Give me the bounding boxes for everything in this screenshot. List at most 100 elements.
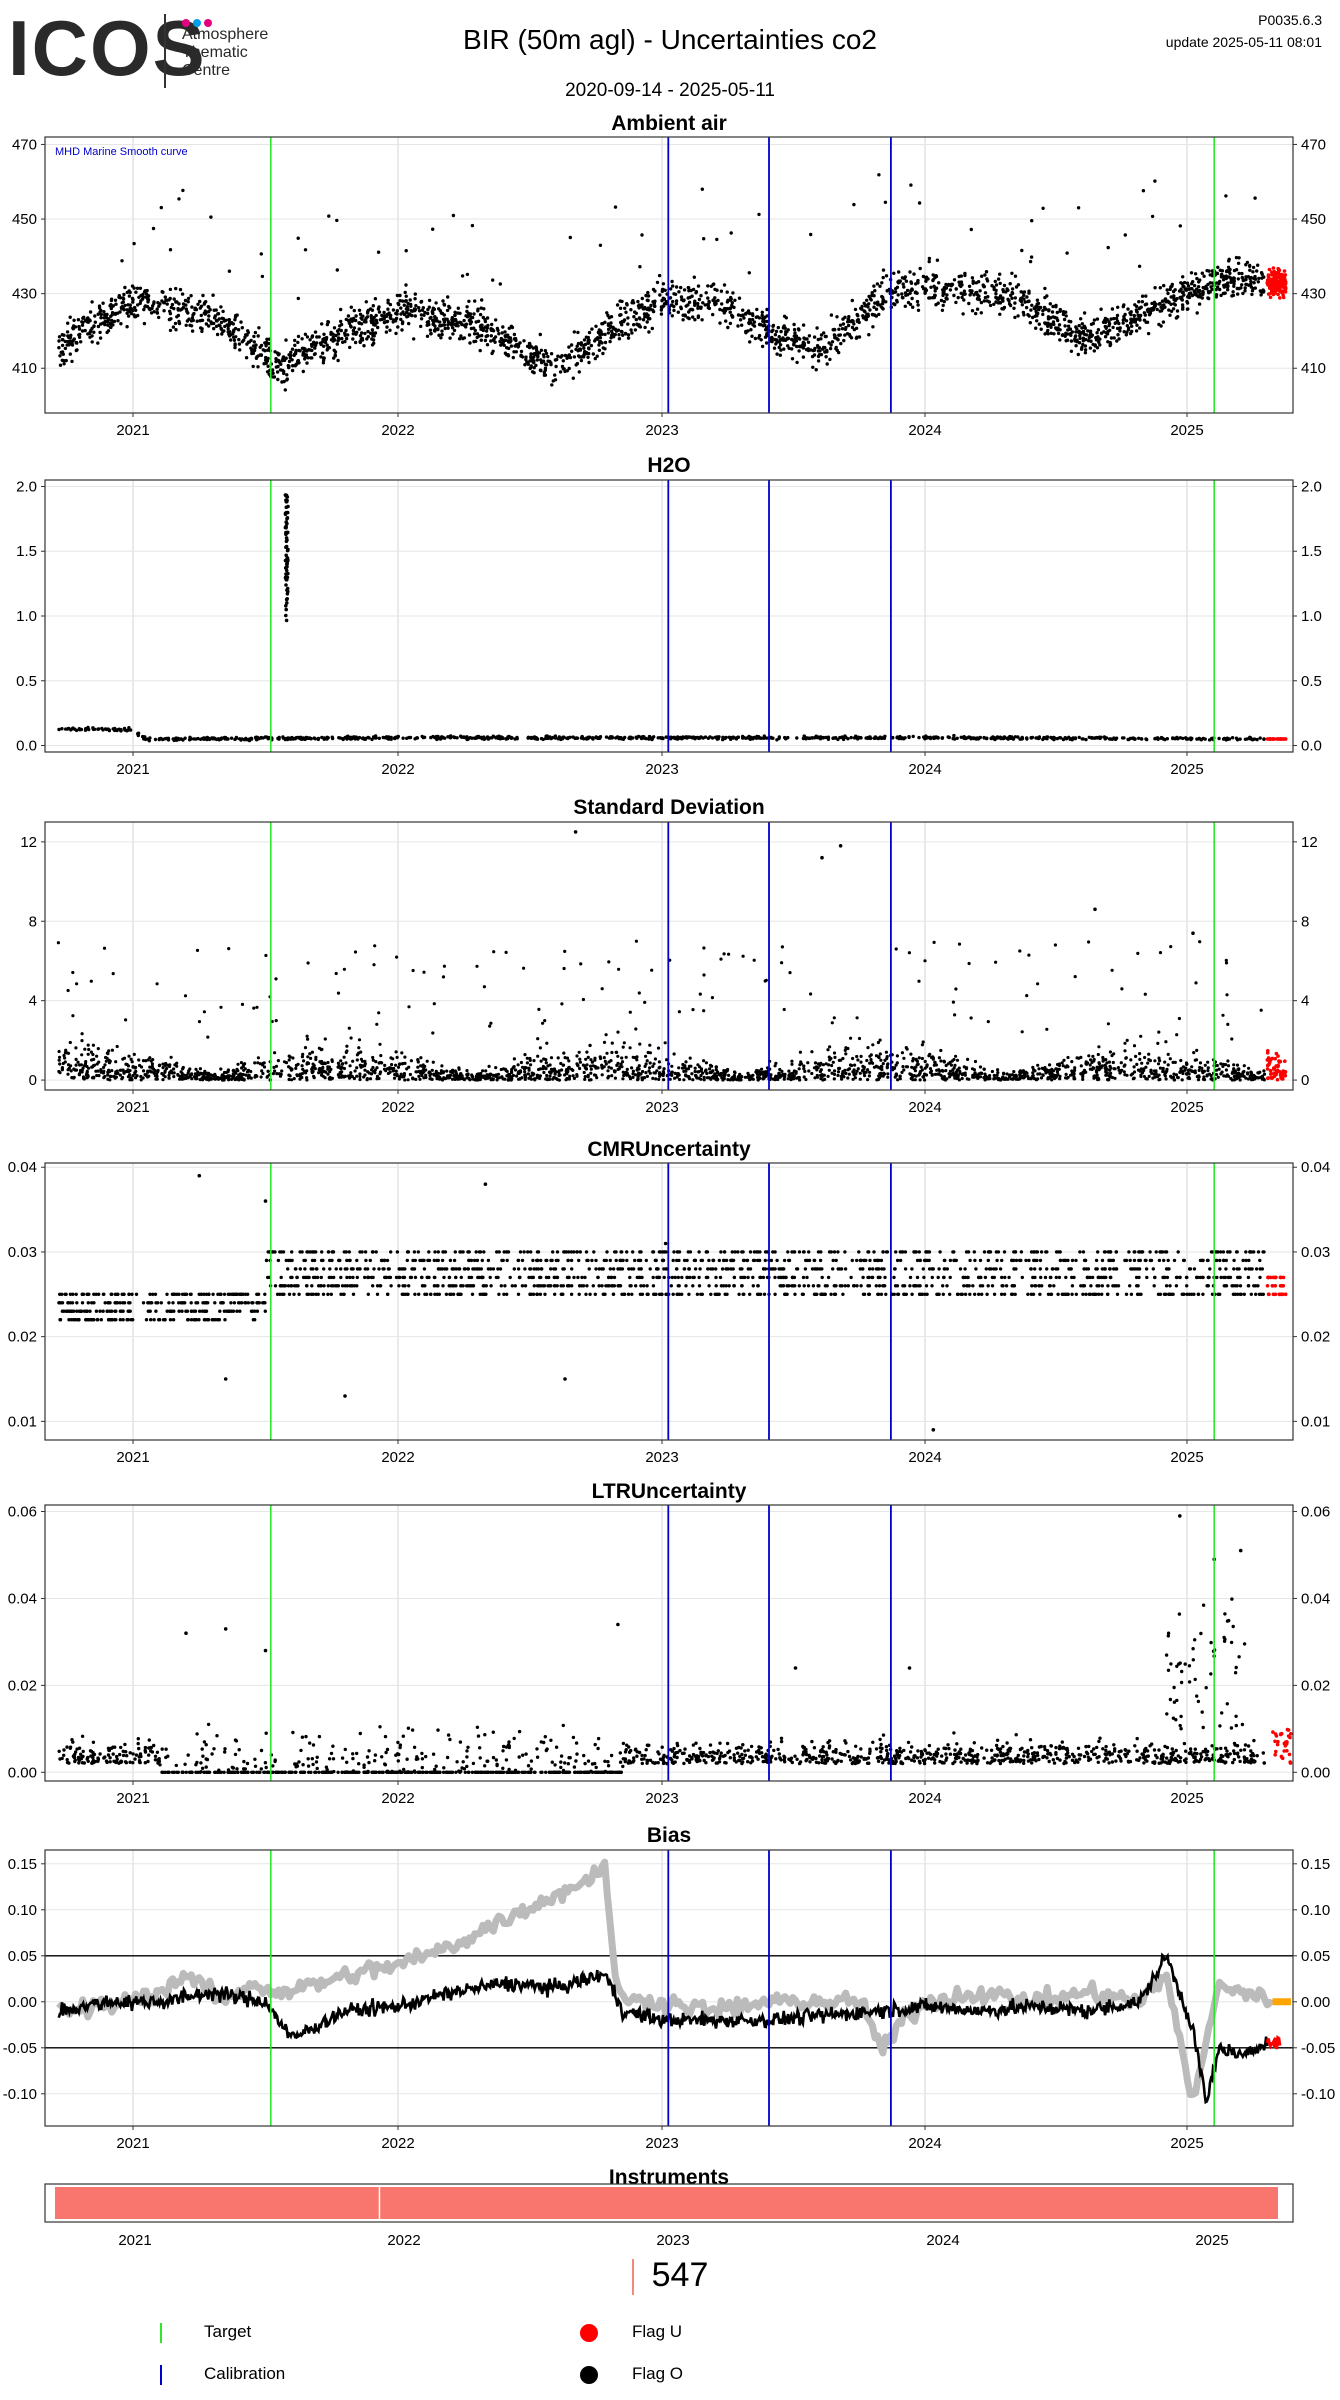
data-point xyxy=(219,320,224,325)
data-point xyxy=(904,279,909,283)
data-point xyxy=(784,316,788,320)
data-point xyxy=(58,354,62,358)
data-point xyxy=(881,299,885,303)
data-point xyxy=(936,736,940,740)
data-point xyxy=(68,352,73,356)
data-point xyxy=(1226,1064,1231,1068)
data-point xyxy=(1158,301,1162,306)
data-point xyxy=(672,1052,676,1056)
smooth-curve-annotation: MHD Marine Smooth curve xyxy=(55,146,188,158)
data-point xyxy=(194,1067,198,1071)
data-point xyxy=(530,370,535,374)
data-point xyxy=(66,1072,70,1076)
data-point xyxy=(1174,316,1179,320)
data-point xyxy=(741,313,745,317)
data-point xyxy=(1054,327,1059,331)
data-point xyxy=(1250,292,1254,297)
data-point xyxy=(452,328,457,333)
data-point xyxy=(332,356,336,360)
data-point xyxy=(1112,316,1116,321)
data-point xyxy=(222,329,226,333)
data-point xyxy=(1111,325,1115,330)
data-point xyxy=(1192,289,1196,293)
data-point xyxy=(730,735,735,740)
logo-subtitle-line: Atmosphere xyxy=(182,26,269,43)
data-point xyxy=(922,735,926,739)
data-point xyxy=(529,736,533,740)
data-point xyxy=(646,290,650,295)
data-point xyxy=(351,337,355,341)
data-point xyxy=(748,340,752,344)
x-tick-label: 2022 xyxy=(381,761,414,778)
data-point xyxy=(392,1076,397,1080)
data-point xyxy=(489,334,493,338)
data-point xyxy=(401,1062,405,1066)
data-point xyxy=(181,188,185,193)
data-point xyxy=(483,736,487,741)
data-point xyxy=(792,334,796,338)
x-tick-label: 2021 xyxy=(116,761,149,778)
data-point xyxy=(1048,302,1053,306)
data-point xyxy=(1268,295,1273,300)
data-point xyxy=(351,328,356,333)
data-point xyxy=(465,272,470,277)
data-point xyxy=(876,300,880,304)
data-point xyxy=(1153,286,1157,290)
data-point xyxy=(1030,303,1034,307)
data-point xyxy=(633,328,638,332)
data-point xyxy=(528,342,532,346)
data-point xyxy=(65,727,70,731)
data-point xyxy=(318,341,323,345)
data-point xyxy=(347,321,352,325)
data-point xyxy=(370,343,375,347)
data-point xyxy=(610,736,614,740)
data-point xyxy=(983,273,987,277)
data-point xyxy=(543,366,548,370)
data-point xyxy=(1019,299,1024,304)
data-point xyxy=(1138,318,1142,322)
data-point xyxy=(1230,736,1235,740)
data-point xyxy=(1255,269,1259,273)
data-point xyxy=(472,312,476,316)
data-point xyxy=(1164,1077,1168,1081)
data-point xyxy=(109,297,114,301)
data-point xyxy=(821,347,825,351)
data-point xyxy=(771,328,775,332)
data-point xyxy=(511,355,515,360)
data-point xyxy=(867,333,871,337)
data-point xyxy=(451,213,456,218)
data-point xyxy=(881,268,886,272)
data-point xyxy=(364,320,368,324)
data-point xyxy=(967,735,971,739)
data-point xyxy=(649,303,653,308)
data-point xyxy=(792,341,796,345)
data-point xyxy=(96,341,100,345)
data-point xyxy=(674,736,678,741)
data-point xyxy=(1108,328,1112,332)
data-point xyxy=(675,1075,679,1079)
data-point xyxy=(441,317,446,322)
data-point xyxy=(711,298,715,303)
data-point xyxy=(1240,271,1244,276)
data-point xyxy=(542,370,546,375)
data-point xyxy=(106,323,110,327)
data-point xyxy=(1029,308,1033,312)
data-point xyxy=(1186,737,1190,741)
data-point xyxy=(92,330,96,334)
y-tick-label: 4 xyxy=(29,993,37,1010)
data-point xyxy=(587,360,591,365)
data-point xyxy=(1034,304,1038,309)
data-point xyxy=(1226,284,1230,288)
data-point xyxy=(977,294,981,298)
data-point xyxy=(680,298,684,302)
data-point xyxy=(590,327,594,331)
data-point xyxy=(601,321,605,326)
data-point xyxy=(1081,339,1086,343)
data-point xyxy=(244,356,249,360)
data-point xyxy=(1137,736,1141,740)
data-point xyxy=(186,296,191,301)
data-point xyxy=(413,307,418,312)
data-point xyxy=(365,315,370,319)
data-point xyxy=(1167,308,1171,312)
data-point xyxy=(911,305,915,309)
